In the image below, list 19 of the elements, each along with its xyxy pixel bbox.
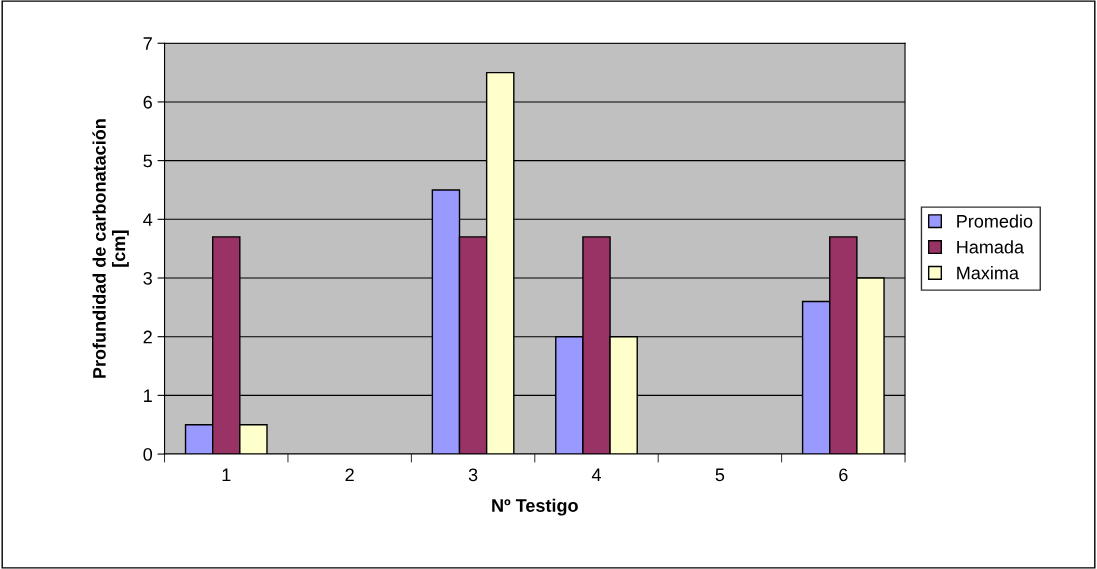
- y-tick-label: 0: [143, 448, 153, 461]
- legend-label: Promedio: [957, 214, 1033, 228]
- legend-label: Maxima: [957, 266, 1019, 280]
- x-tick-label: 5: [715, 468, 725, 482]
- x-tick-label: 2: [345, 468, 354, 482]
- y-tick-label: 2: [143, 330, 152, 344]
- y-tick-label: 4: [143, 213, 153, 226]
- y-tick-label: 6: [143, 95, 152, 109]
- y-tick-label: 5: [143, 154, 152, 168]
- legend-label: Hamada: [957, 240, 1025, 254]
- y-axis-title: Profundidad de carbonatación [cm]: [92, 119, 129, 378]
- x-tick-label: 1: [222, 468, 231, 482]
- y-tick-label: 7: [143, 37, 152, 50]
- x-tick-label: 3: [468, 468, 478, 482]
- x-axis-title: Nº Testigo: [492, 498, 578, 516]
- x-tick-label: 4: [591, 468, 601, 482]
- y-tick-label: 3: [143, 271, 152, 285]
- x-tick-label: 6: [839, 468, 848, 482]
- y-tick-label: 1: [144, 389, 152, 402]
